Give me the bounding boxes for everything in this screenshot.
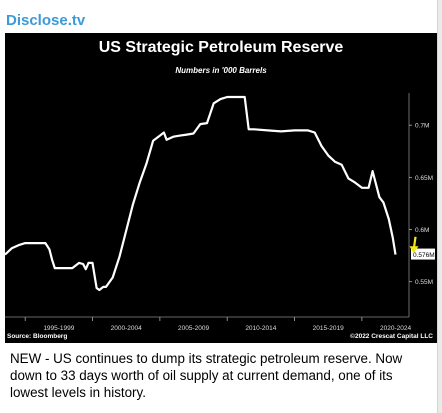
down-arrow-head [409,246,419,254]
chart-title: US Strategic Petroleum Reserve [98,39,344,56]
down-arrow-shaft [412,236,417,248]
copyright-label: ©2022 Crescat Capital LLC [350,333,433,340]
message-text: NEW - US continues to dump its strategic… [10,351,403,400]
channel-name[interactable]: Disclose.tv [6,12,86,29]
x-tick-label: 2020-2024 [380,325,411,332]
last-value-box [411,248,435,260]
y-tick-label: 0.55M [415,279,433,286]
chart-image[interactable]: US Strategic Petroleum Reserve Numbers i… [5,33,437,343]
x-tick-label: 2000-2004 [111,325,142,332]
x-tick-label: 2010-2014 [245,325,276,332]
y-tick-label: 0.6M [415,227,429,234]
x-tick-label: 2015-2019 [313,325,344,332]
x-tick-label: 1995-1999 [43,325,74,332]
y-tick-label: 0.7M [415,123,429,130]
chart-subtitle: Numbers in '000 Barrels [175,66,267,75]
x-tick-label: 2005-2009 [178,325,209,332]
chart-plot: 0.55M 0.6M 0.65M 0.7M 1995-1999 2000-2004 2005… [5,93,435,332]
series-line [5,95,397,292]
last-value-label: 0.576M [413,252,435,259]
y-tick-label: 0.65M [415,175,433,182]
source-label: Source: Bloomberg [7,333,68,340]
